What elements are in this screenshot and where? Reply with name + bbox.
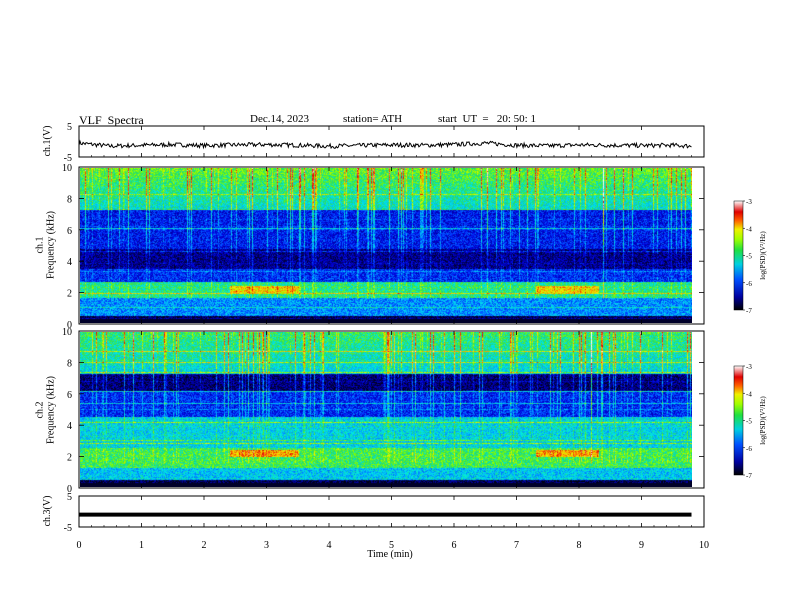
colorbar-tick-label: -7 xyxy=(746,307,752,315)
date-label: Dec.14, 2023 xyxy=(250,113,309,125)
y-tick-label: 4 xyxy=(67,421,72,432)
y-axis-label-line: Frequency (kHz) xyxy=(46,376,57,444)
colorbar-tick-label: -4 xyxy=(746,225,752,233)
y-tick-label: -5 xyxy=(64,153,72,164)
colorbar-tick-label: -7 xyxy=(746,472,752,480)
ch1-colorbar xyxy=(733,200,744,311)
x-tick-label: 1 xyxy=(139,540,144,551)
figure-title: VLF Spectra xyxy=(79,113,144,127)
y-tick-label: 5 xyxy=(67,122,72,133)
x-tick-label: 9 xyxy=(639,540,644,551)
y-axis-label-line: ch.2 xyxy=(35,402,46,419)
y-tick-label: 6 xyxy=(67,390,72,401)
colorbar-tick-label: -4 xyxy=(746,390,752,398)
y-tick-label: 10 xyxy=(62,327,72,338)
ch3-panel-frame xyxy=(78,495,705,528)
y-axis-label: ch.3(V) xyxy=(42,496,53,527)
colorbar-tick-label: -3 xyxy=(746,198,752,206)
x-tick-label: 10 xyxy=(699,540,709,551)
y-tick-label: 8 xyxy=(67,194,72,205)
y-axis-label: ch.2 Frequency (kHz) xyxy=(35,376,57,444)
ch1-panel-frame xyxy=(78,125,705,158)
y-tick-label: 4 xyxy=(67,257,72,268)
y-tick-label: 6 xyxy=(67,226,72,237)
start-time-label: start UT = 20: 50: 1 xyxy=(438,113,536,125)
y-tick-label: 5 xyxy=(67,492,72,503)
y-axis-label-line: Frequency (kHz) xyxy=(46,211,57,279)
x-tick-label: 7 xyxy=(514,540,519,551)
ch2-spectrogram xyxy=(80,332,692,487)
x-tick-label: 0 xyxy=(77,540,82,551)
colorbar-tick-label: -6 xyxy=(746,280,752,288)
y-tick-label: 0 xyxy=(67,320,72,331)
y-tick-label: 2 xyxy=(67,289,72,300)
colorbar-tick-label: -3 xyxy=(746,363,752,371)
y-tick-label: 8 xyxy=(67,358,72,369)
colorbar-tick-label: -5 xyxy=(746,253,752,261)
colorbar-label-text: log(PSD)(V²/Hz) xyxy=(759,396,767,445)
ch2-colorbar xyxy=(733,365,744,476)
y-tick-label: 0 xyxy=(67,484,72,495)
colorbar-label-text: log(PSD)(V²/Hz) xyxy=(759,231,767,280)
colorbar-tick-label: -5 xyxy=(746,418,752,426)
x-axis-label: Time (min) xyxy=(367,549,412,560)
colorbar-tick-label: -6 xyxy=(746,445,752,453)
y-axis-label-line: ch.3(V) xyxy=(42,496,53,527)
x-tick-label: 5 xyxy=(389,540,394,551)
x-tick-label: 3 xyxy=(264,540,269,551)
y-axis-label-line: ch.1(V) xyxy=(42,126,53,157)
ch1-waveform-trace xyxy=(78,139,692,150)
x-tick-label: 8 xyxy=(577,540,582,551)
ch1-spectrogram xyxy=(80,168,692,323)
x-tick-label: 2 xyxy=(202,540,207,551)
station-label: station= ATH xyxy=(343,113,403,125)
colorbar-label: log(PSD)(V²/Hz) xyxy=(759,396,767,445)
y-axis-label-line: ch.1 xyxy=(35,237,46,254)
x-tick-label: 6 xyxy=(452,540,457,551)
x-tick-label: 4 xyxy=(327,540,332,551)
y-axis-label: ch.1 Frequency (kHz) xyxy=(35,211,57,279)
y-tick-label: 10 xyxy=(62,163,72,174)
colorbar-label: log(PSD)(V²/Hz) xyxy=(759,231,767,280)
y-axis-label: ch.1(V) xyxy=(42,126,53,157)
y-tick-label: -5 xyxy=(64,523,72,534)
y-tick-label: 2 xyxy=(67,453,72,464)
